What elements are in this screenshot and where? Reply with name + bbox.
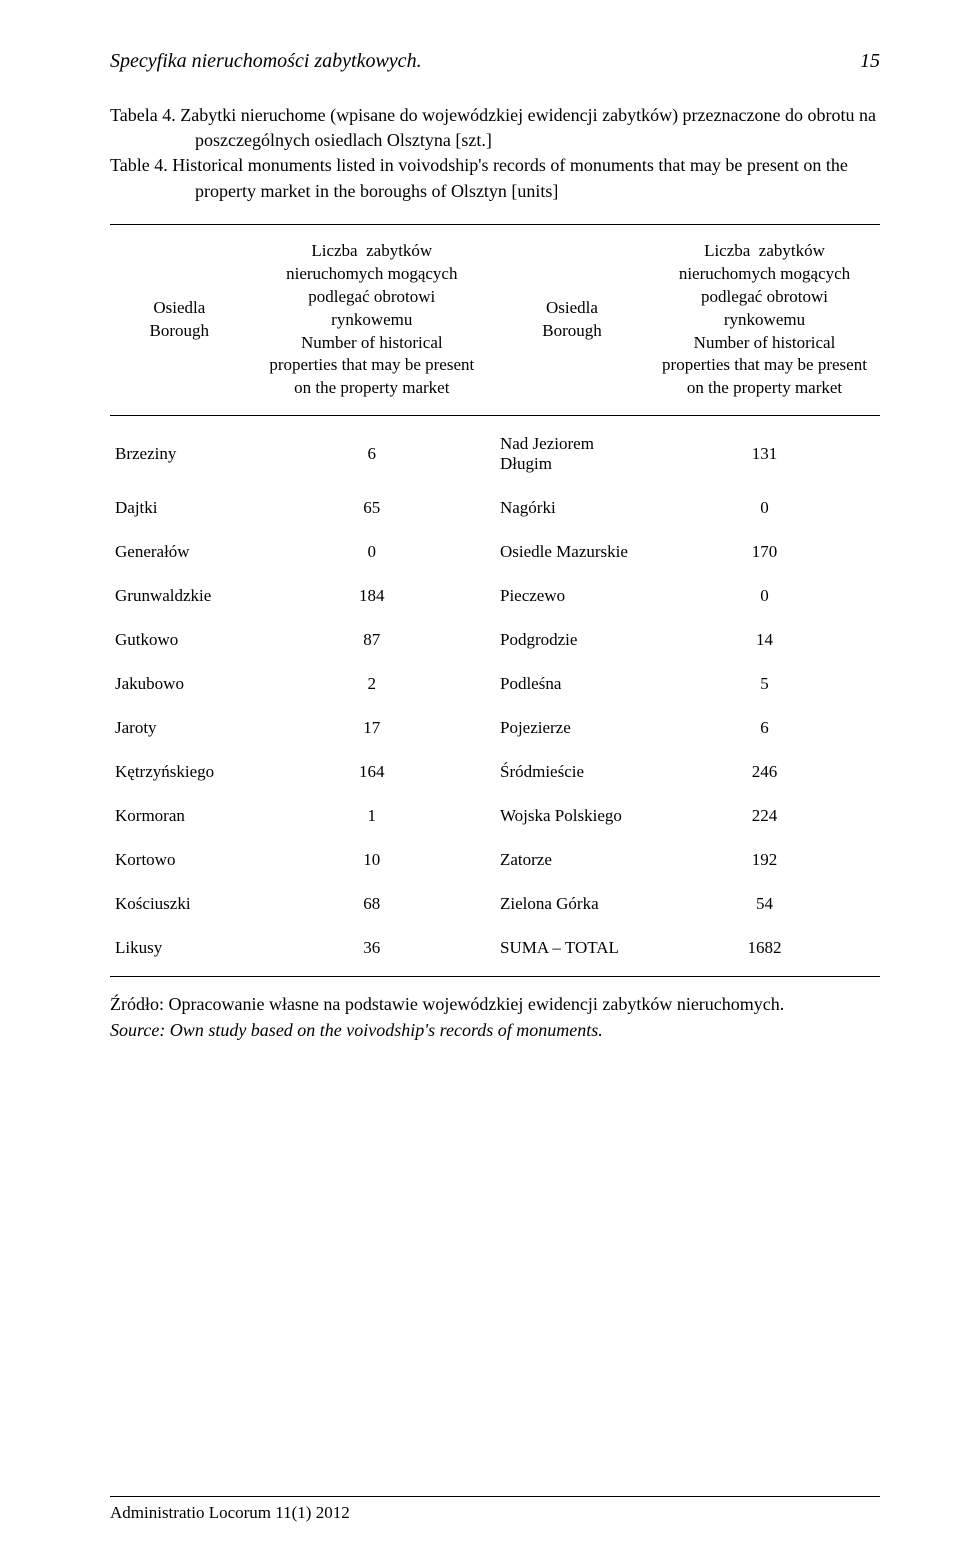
journal-info: Administratio Locorum 11(1) 2012	[110, 1503, 350, 1522]
table-row: Dajtki65Nagórki0	[110, 486, 880, 530]
monuments-table: OsiedlaBorough Liczba zabytkównieruchomy…	[110, 224, 880, 978]
cell-borough: Pieczewo	[495, 574, 649, 618]
cell-value: 2	[249, 662, 495, 706]
cell-value: 10	[249, 838, 495, 882]
cell-borough: Likusy	[110, 926, 249, 977]
cell-borough: Kętrzyńskiego	[110, 750, 249, 794]
cell-value: 68	[249, 882, 495, 926]
table-row: Jakubowo2Podleśna5	[110, 662, 880, 706]
cell-borough: Wojska Polskiego	[495, 794, 649, 838]
cell-borough: Nagórki	[495, 486, 649, 530]
cell-borough: Kościuszki	[110, 882, 249, 926]
cell-borough: Podleśna	[495, 662, 649, 706]
cell-value: 184	[249, 574, 495, 618]
cell-borough: SUMA – TOTAL	[495, 926, 649, 977]
cell-value: 6	[249, 416, 495, 487]
table-row: Likusy36SUMA – TOTAL1682	[110, 926, 880, 977]
cell-value: 0	[649, 574, 880, 618]
cell-value: 192	[649, 838, 880, 882]
cell-borough: Jakubowo	[110, 662, 249, 706]
table-row: Kętrzyńskiego164Śródmieście246	[110, 750, 880, 794]
cell-value: 87	[249, 618, 495, 662]
cell-borough: Zatorze	[495, 838, 649, 882]
cell-borough: Kormoran	[110, 794, 249, 838]
cell-value: 6	[649, 706, 880, 750]
cell-value: 1	[249, 794, 495, 838]
cell-borough: Generałów	[110, 530, 249, 574]
caption-en-text: Historical monuments listed in voivodshi…	[172, 155, 848, 200]
cell-value: 17	[249, 706, 495, 750]
col-header-osiedla-1: OsiedlaBorough	[110, 224, 249, 416]
table-source: Źródło: Opracowanie własne na podstawie …	[110, 992, 880, 1042]
cell-value: 131	[649, 416, 880, 487]
cell-borough: Gutkowo	[110, 618, 249, 662]
cell-borough: Osiedle Mazurskie	[495, 530, 649, 574]
table-body: Brzeziny6Nad Jeziorem Długim131Dajtki65N…	[110, 416, 880, 977]
table-caption: Tabela 4. Zabytki nieruchome (wpisane do…	[110, 103, 880, 204]
page-footer: Administratio Locorum 11(1) 2012	[110, 1496, 880, 1523]
page-number: 15	[860, 50, 880, 73]
cell-value: 224	[649, 794, 880, 838]
table-header-row: OsiedlaBorough Liczba zabytkównieruchomy…	[110, 224, 880, 416]
caption-pl: Tabela 4. Zabytki nieruchome (wpisane do…	[110, 103, 880, 153]
col-header-osiedla-2: OsiedlaBorough	[495, 224, 649, 416]
col-header-metric-1: Liczba zabytkównieruchomych mogącychpodl…	[249, 224, 495, 416]
table-row: Kościuszki68Zielona Górka54	[110, 882, 880, 926]
source-pl: Źródło: Opracowanie własne na podstawie …	[110, 992, 880, 1017]
cell-borough: Pojezierze	[495, 706, 649, 750]
cell-value: 0	[649, 486, 880, 530]
cell-borough: Podgrodzie	[495, 618, 649, 662]
cell-borough: Dajtki	[110, 486, 249, 530]
table-row: Kortowo10Zatorze192	[110, 838, 880, 882]
cell-value: 54	[649, 882, 880, 926]
cell-value: 14	[649, 618, 880, 662]
cell-value: 5	[649, 662, 880, 706]
cell-value: 36	[249, 926, 495, 977]
cell-borough: Zielona Górka	[495, 882, 649, 926]
cell-borough: Brzeziny	[110, 416, 249, 487]
cell-value: 0	[249, 530, 495, 574]
table-row: Generałów0Osiedle Mazurskie170	[110, 530, 880, 574]
caption-en-label: Table 4.	[110, 155, 168, 175]
table-row: Jaroty17Pojezierze6	[110, 706, 880, 750]
cell-value: 170	[649, 530, 880, 574]
cell-value: 1682	[649, 926, 880, 977]
table-row: Brzeziny6Nad Jeziorem Długim131	[110, 416, 880, 487]
col-header-metric-2: Liczba zabytkównieruchomych mogącychpodl…	[649, 224, 880, 416]
caption-pl-text: Zabytki nieruchome (wpisane do wojewódzk…	[180, 105, 876, 150]
table-row: Gutkowo87Podgrodzie14	[110, 618, 880, 662]
caption-en: Table 4. Historical monuments listed in …	[110, 153, 880, 203]
cell-borough: Grunwaldzkie	[110, 574, 249, 618]
cell-value: 65	[249, 486, 495, 530]
cell-borough: Kortowo	[110, 838, 249, 882]
running-title: Specyfika nieruchomości zabytkowych.	[110, 50, 422, 73]
caption-pl-label: Tabela 4.	[110, 105, 176, 125]
table-row: Grunwaldzkie184Pieczewo0	[110, 574, 880, 618]
cell-borough: Nad Jeziorem Długim	[495, 416, 649, 487]
running-header: Specyfika nieruchomości zabytkowych. 15	[110, 50, 880, 73]
cell-borough: Śródmieście	[495, 750, 649, 794]
table-row: Kormoran1Wojska Polskiego224	[110, 794, 880, 838]
cell-value: 164	[249, 750, 495, 794]
cell-borough: Jaroty	[110, 706, 249, 750]
cell-value: 246	[649, 750, 880, 794]
source-en: Source: Own study based on the voivodshi…	[110, 1018, 880, 1043]
